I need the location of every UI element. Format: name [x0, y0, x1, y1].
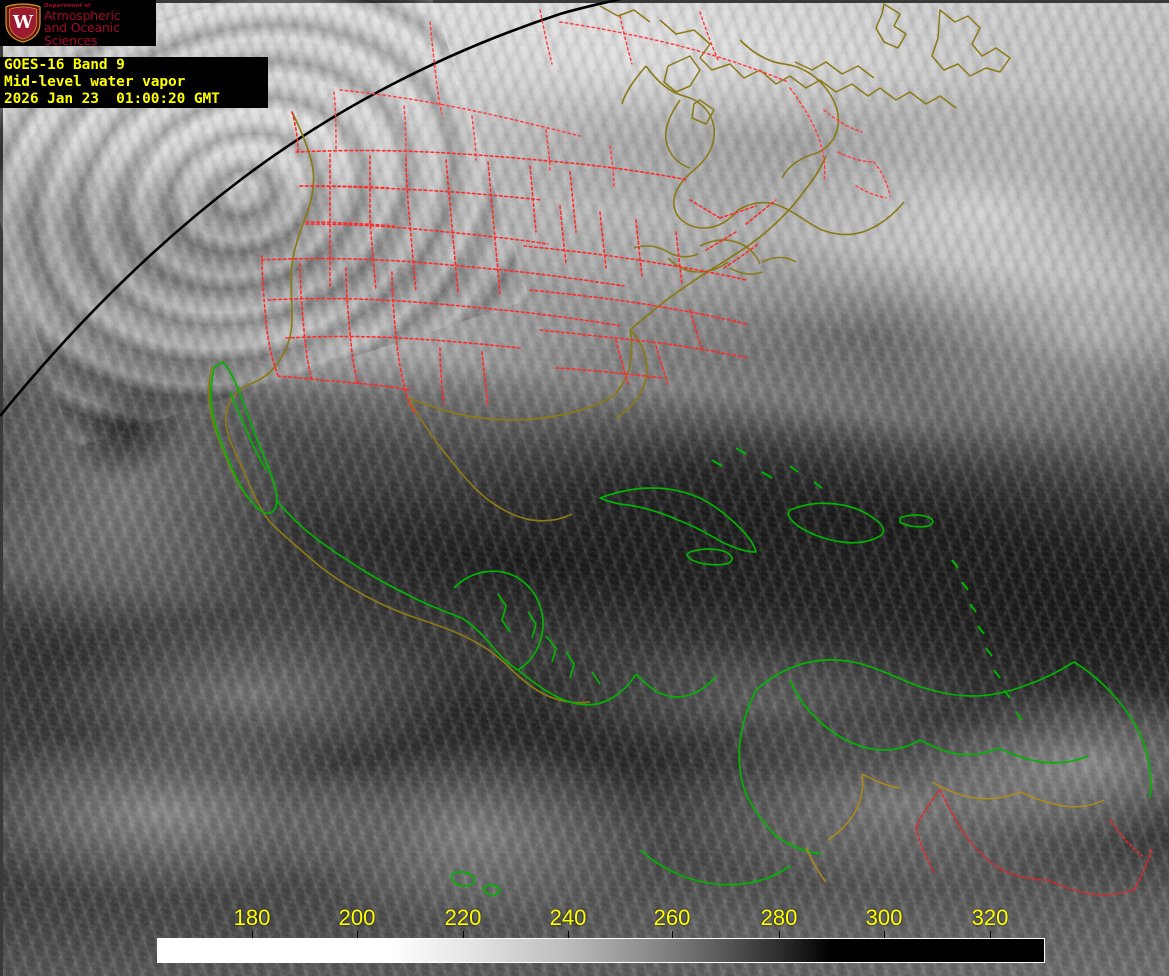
sensor-noise-layer — [3, 3, 1169, 976]
logo-line-oceanic: and Oceanic Sciences — [44, 20, 120, 46]
image-title-block: GOES-16 Band 9 Mid-level water vapor 202… — [0, 57, 268, 108]
uw-crest-icon: W — [5, 3, 41, 43]
svg-text:W: W — [12, 12, 34, 33]
uw-aos-logo: W Department of Atmospheric and Oceanic … — [0, 0, 156, 46]
logo-line-atmospheric: Atmospheric — [44, 7, 121, 23]
title-satellite-band: GOES-16 Band 9 — [4, 57, 125, 73]
logo-text: Department of Atmospheric and Oceanic Sc… — [44, 3, 156, 46]
title-timestamp: 2026 Jan 23 01:00:20 GMT — [4, 91, 220, 107]
title-product: Mid-level water vapor — [4, 74, 186, 90]
logo-line-department: Department of — [44, 3, 91, 9]
